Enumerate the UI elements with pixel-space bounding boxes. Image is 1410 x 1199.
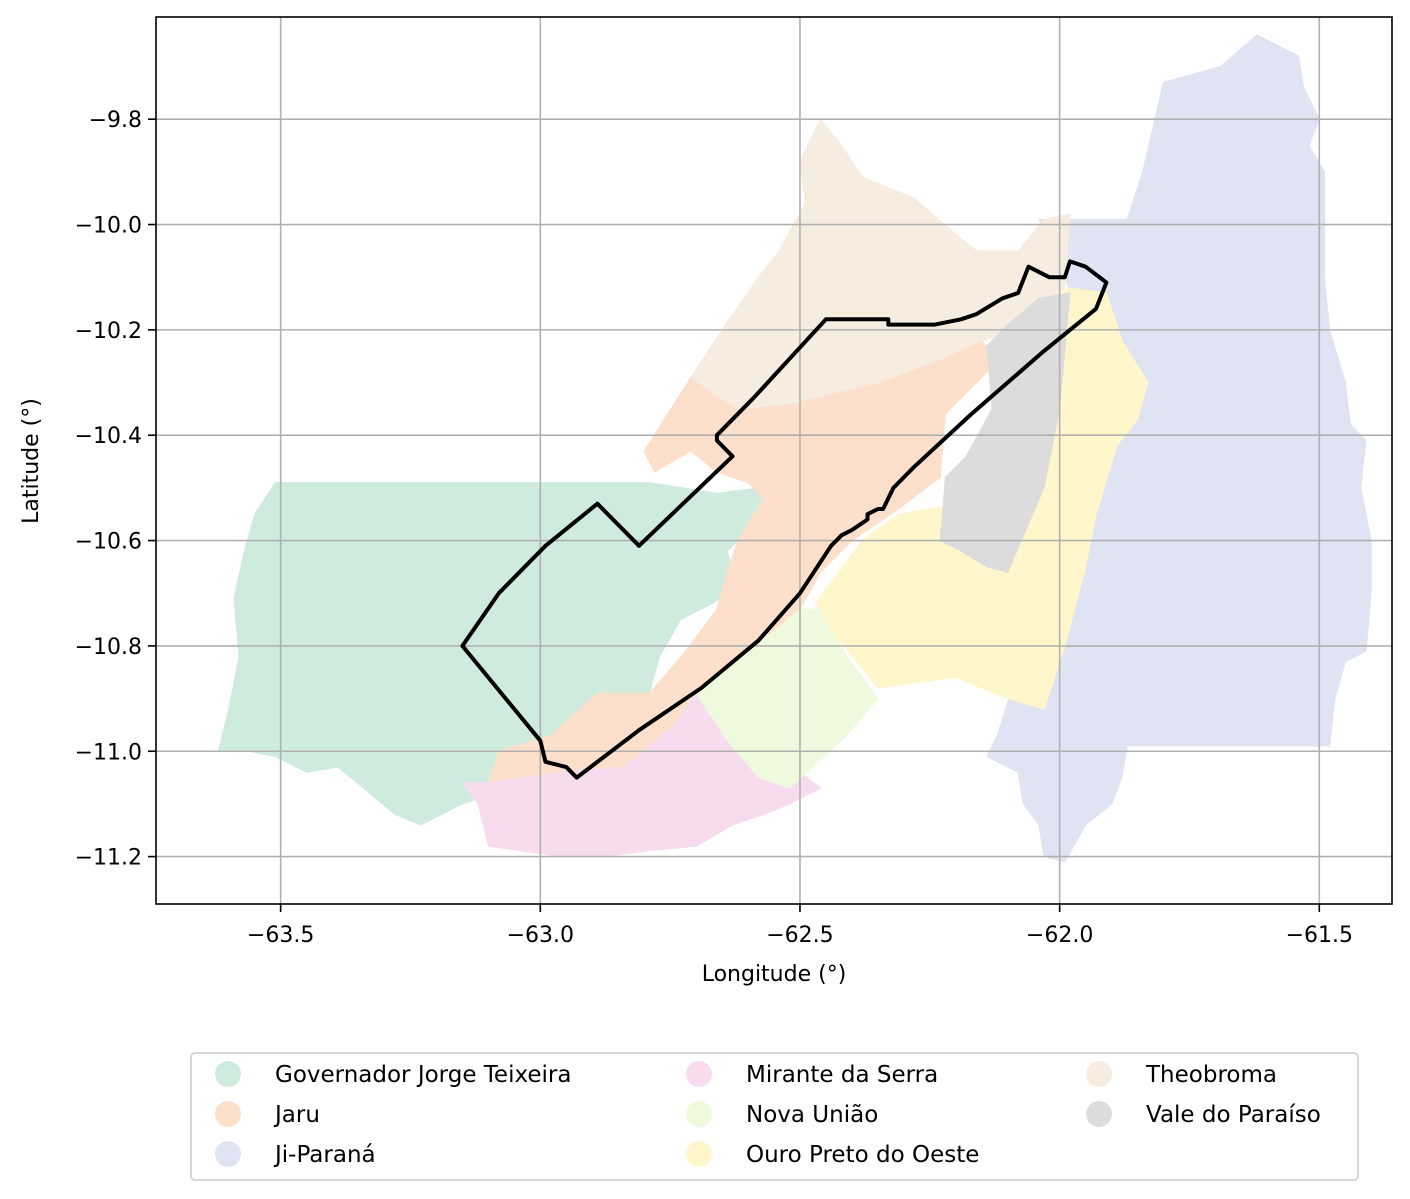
- y-tick-label: −10.8: [75, 635, 142, 660]
- legend-marker: [686, 1141, 712, 1167]
- y-tick-label: −10.4: [75, 424, 142, 449]
- legend-marker: [215, 1101, 241, 1127]
- legend-item-jaru: Jaru: [215, 1101, 320, 1128]
- legend-item-ouro-preto-do-oeste: Ouro Preto do Oeste: [686, 1141, 979, 1168]
- legend-label: Theobroma: [1145, 1062, 1277, 1088]
- region-vale-do-paraiso: [939, 292, 1071, 573]
- legend-item-vale-do-paraiso: Vale do Paraíso: [1086, 1101, 1321, 1128]
- y-tick-label: −11.2: [75, 846, 142, 871]
- legend-marker: [686, 1101, 712, 1127]
- legend-item-mirante-da-serra: Mirante da Serra: [686, 1061, 938, 1088]
- x-tick-label: −61.5: [1286, 923, 1353, 948]
- y-tick-label: −10.0: [75, 214, 142, 239]
- y-tick-label: −9.8: [89, 108, 142, 133]
- x-tick-label: −63.5: [247, 923, 314, 948]
- x-tick-label: −62.0: [1026, 923, 1093, 948]
- legend-label: Ji-Paraná: [273, 1142, 376, 1168]
- legend-item-governador-jorge-teixeira: Governador Jorge Teixeira: [215, 1061, 571, 1088]
- legend-marker: [215, 1141, 241, 1167]
- legend-marker: [686, 1061, 712, 1087]
- legend: Governador Jorge Teixeira Jaru Ji-Paraná Mi…: [190, 1052, 1359, 1181]
- legend-item-theobroma: Theobroma: [1086, 1061, 1277, 1088]
- y-tick-label: −10.2: [75, 319, 142, 344]
- legend-label: Jaru: [273, 1102, 320, 1128]
- legend-frame: [190, 1052, 1359, 1181]
- x-axis-label: Longitude (°): [702, 962, 847, 987]
- legend-marker: [1086, 1101, 1112, 1127]
- plot-frame: [155, 16, 1393, 905]
- region-theobroma: [690, 118, 1071, 410]
- legend-label: Governador Jorge Teixeira: [275, 1062, 571, 1088]
- legend-marker: [215, 1061, 241, 1087]
- legend-item-ji-parana: Ji-Paraná: [215, 1141, 376, 1168]
- y-tick-label: −11.0: [75, 740, 142, 765]
- x-tick-label: −63.0: [507, 923, 574, 948]
- legend-marker: [1086, 1061, 1112, 1087]
- y-axis-ticks: −9.8 −10.0 −10.2 −10.4 −10.6 −10.8 −11.0 −11.2: [75, 108, 156, 871]
- y-axis-label: Latitude (°): [19, 398, 44, 524]
- legend-label: Nova União: [746, 1102, 878, 1128]
- boundary-outline: [460, 259, 1109, 780]
- x-axis-ticks: −63.5 −63.0 −62.5 −62.0 −61.5: [247, 904, 1353, 948]
- municipality-regions: [217, 34, 1372, 863]
- study-area-boundary: [460, 259, 1109, 780]
- legend-label: Mirante da Serra: [746, 1062, 938, 1088]
- legend-label: Ouro Preto do Oeste: [746, 1142, 979, 1168]
- legend-label: Vale do Paraíso: [1146, 1102, 1321, 1128]
- grid: [156, 17, 1392, 904]
- legend-item-nova-uniao: Nova União: [686, 1101, 878, 1128]
- x-tick-label: −62.5: [766, 923, 833, 948]
- y-tick-label: −10.6: [75, 530, 142, 555]
